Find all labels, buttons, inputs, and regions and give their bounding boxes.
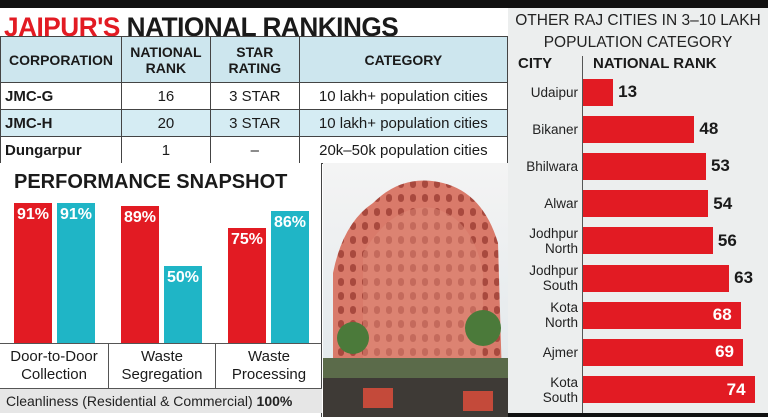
- table-row: JMC-H 20 3 STAR 10 lakh+ population citi…: [0, 109, 509, 137]
- chart-title: OTHER RAJ CITIES IN 3–10 LAKH POPULATION…: [515, 12, 761, 51]
- table-header: CORPORATION NATIONAL RANK STAR RATING CA…: [0, 36, 509, 83]
- city-label: Kota South: [542, 374, 578, 405]
- rank-bar: [583, 115, 695, 143]
- hawa-mahal-photo: [323, 163, 508, 417]
- rank-value-label: 56: [717, 230, 737, 250]
- footer-label: Cleanliness (Residential & Commercial): [6, 393, 253, 409]
- cell: 1: [120, 136, 211, 164]
- axis-line: [582, 56, 583, 413]
- category-label: Waste Processing: [215, 343, 322, 388]
- bar-value-label: 89%: [123, 208, 157, 226]
- cell: 20: [120, 109, 211, 137]
- rank-bar: [583, 301, 741, 329]
- rank-value-label: 54: [713, 193, 733, 213]
- bar: [228, 227, 266, 343]
- rank-bar: [583, 190, 709, 218]
- bar: [271, 210, 309, 343]
- rank-bar: [583, 227, 713, 255]
- rank-value-label: 53: [710, 156, 730, 176]
- other-cities-chart: OTHER RAJ CITIES IN 3–10 LAKH POPULATION…: [508, 8, 768, 413]
- bar-value-label: 75%: [230, 230, 264, 248]
- cell: 3 STAR: [209, 109, 300, 137]
- cell: 16: [120, 82, 211, 110]
- col-header: STAR RATING: [209, 36, 300, 83]
- city-label: Ajmer: [542, 344, 578, 360]
- chart-title: PERFORMANCE SNAPSHOT: [14, 171, 288, 193]
- city-label: Kota North: [544, 300, 578, 331]
- col-header: CORPORATION: [0, 36, 122, 83]
- city-label: Bikaner: [532, 121, 578, 137]
- rank-bar: [583, 338, 744, 366]
- city-label: Udaipur: [530, 84, 578, 100]
- rank-value-label: 13: [618, 82, 638, 101]
- city-label: Jodhpur North: [529, 225, 578, 256]
- bar: [14, 202, 52, 343]
- bar: [121, 205, 159, 343]
- rank-bar: [583, 264, 730, 292]
- bar-value-label: 91%: [16, 205, 50, 223]
- table-row: JMC-G 16 3 STAR 10 lakh+ population citi…: [0, 82, 509, 110]
- bar-value-label: 91%: [59, 205, 93, 223]
- bar: [57, 202, 95, 343]
- bar-value-label: 50%: [166, 269, 200, 286]
- category-label: Door-to-Door Collection: [0, 343, 108, 388]
- rank-value-label: 68: [712, 305, 732, 325]
- cleanliness-footer: Cleanliness (Residential & Commercial) 1…: [0, 388, 322, 413]
- cell: Dungarpur: [0, 136, 122, 164]
- rank-axis-label: NATIONAL RANK: [593, 55, 717, 72]
- rankings-table: CORPORATION NATIONAL RANK STAR RATING CA…: [0, 36, 509, 164]
- col-header: CATEGORY: [298, 36, 509, 83]
- cell: 10 lakh+ population cities: [298, 82, 509, 110]
- cell: 20k–50k population cities: [298, 136, 509, 164]
- col-header: NATIONAL RANK: [120, 36, 211, 83]
- rank-value-label: 63: [734, 268, 754, 287]
- cell: 10 lakh+ population cities: [298, 109, 509, 137]
- table-row: Dungarpur 1 – 20k–50k population cities: [0, 136, 509, 164]
- bar: [164, 266, 202, 343]
- rank-bar: [583, 152, 706, 180]
- city-label: Alwar: [544, 196, 578, 212]
- rank-value-label: 74: [726, 379, 746, 399]
- cell: JMC-G: [0, 82, 122, 110]
- cell: 3 STAR: [209, 82, 300, 110]
- rank-bar: [583, 78, 614, 106]
- city-label: Bhilwara: [526, 158, 578, 174]
- rank-value-label: 69: [715, 342, 734, 362]
- rank-value-label: 48: [699, 119, 719, 139]
- category-label: Waste Segregation: [108, 343, 215, 388]
- bar-value-label: 86%: [273, 213, 307, 231]
- city-axis-label: CITY: [518, 55, 553, 72]
- cell: –: [209, 136, 300, 164]
- rank-bar: [583, 376, 755, 404]
- city-label: Jodhpur South: [529, 263, 578, 293]
- performance-snapshot-chart: PERFORMANCE SNAPSHOT 91% 89% 75% 91% 50% 86% …: [0, 163, 322, 417]
- cell: JMC-H: [0, 109, 122, 137]
- footer-value: 100%: [256, 393, 293, 409]
